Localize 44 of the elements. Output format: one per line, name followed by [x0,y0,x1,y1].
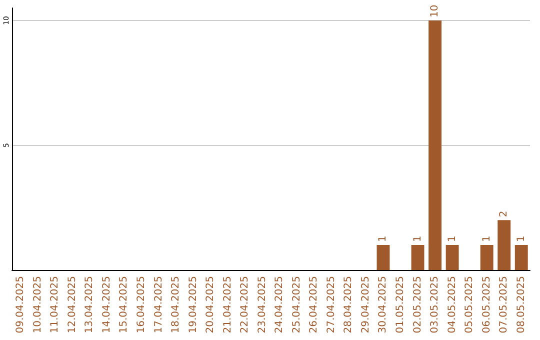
x-tick-label: 21.04.2025 [222,276,234,334]
data-label: 1 [446,236,458,242]
x-tick-label: 11.04.2025 [50,276,61,334]
x-tick-label: 10.04.2025 [32,276,44,334]
bar [480,245,494,270]
x-tick-label: 15.04.2025 [118,276,130,334]
x-tick-label: 07.05.2025 [498,276,510,334]
x-tick-label: 05.05.2025 [464,276,476,334]
x-tick-label: 03.05.2025 [430,276,441,334]
x-tick-label: 09.04.2025 [15,276,26,334]
x-tick-label: 04.05.2025 [446,276,458,334]
data-label: 1 [378,236,389,242]
x-tick-label: 02.05.2025 [412,276,424,334]
x-tick-label: 12.04.2025 [66,276,78,334]
x-tick-label: 30.04.2025 [378,276,389,334]
x-tick-label: 17.04.2025 [153,276,164,334]
x-tick-label: 25.04.2025 [291,276,302,334]
data-label: 1 [516,236,527,242]
x-tick-label: 18.04.2025 [170,276,182,334]
bar [428,20,442,270]
x-tick-label: 26.04.2025 [308,276,320,334]
x-tick-label: 16.04.2025 [136,276,147,334]
bar [498,220,511,270]
data-label: 10 [430,4,441,18]
x-tick-label: 08.05.2025 [516,276,527,334]
x-tick-label: 27.04.2025 [326,276,337,334]
bar [411,245,424,270]
x-tick-label: 22.04.2025 [240,276,251,334]
x-tick-label: 14.04.2025 [101,276,112,334]
data-label: 2 [498,210,510,218]
data-label: 1 [481,236,492,242]
x-tick-label: 01.05.2025 [395,276,406,334]
bar [376,245,390,270]
x-tick-label: 13.04.2025 [84,276,96,334]
x-tick-label: 06.05.2025 [481,276,492,334]
x-tick-label: 24.04.2025 [274,276,286,334]
bar [446,245,459,270]
x-tick-label: 23.04.2025 [256,276,268,334]
x-tick-label: 19.04.2025 [188,276,199,334]
bar [514,245,528,270]
data-label: 1 [412,236,424,242]
x-tick-label: 28.04.2025 [343,276,354,334]
x-tick-label: 29.04.2025 [360,276,372,334]
x-tick-label: 20.04.2025 [205,276,216,334]
